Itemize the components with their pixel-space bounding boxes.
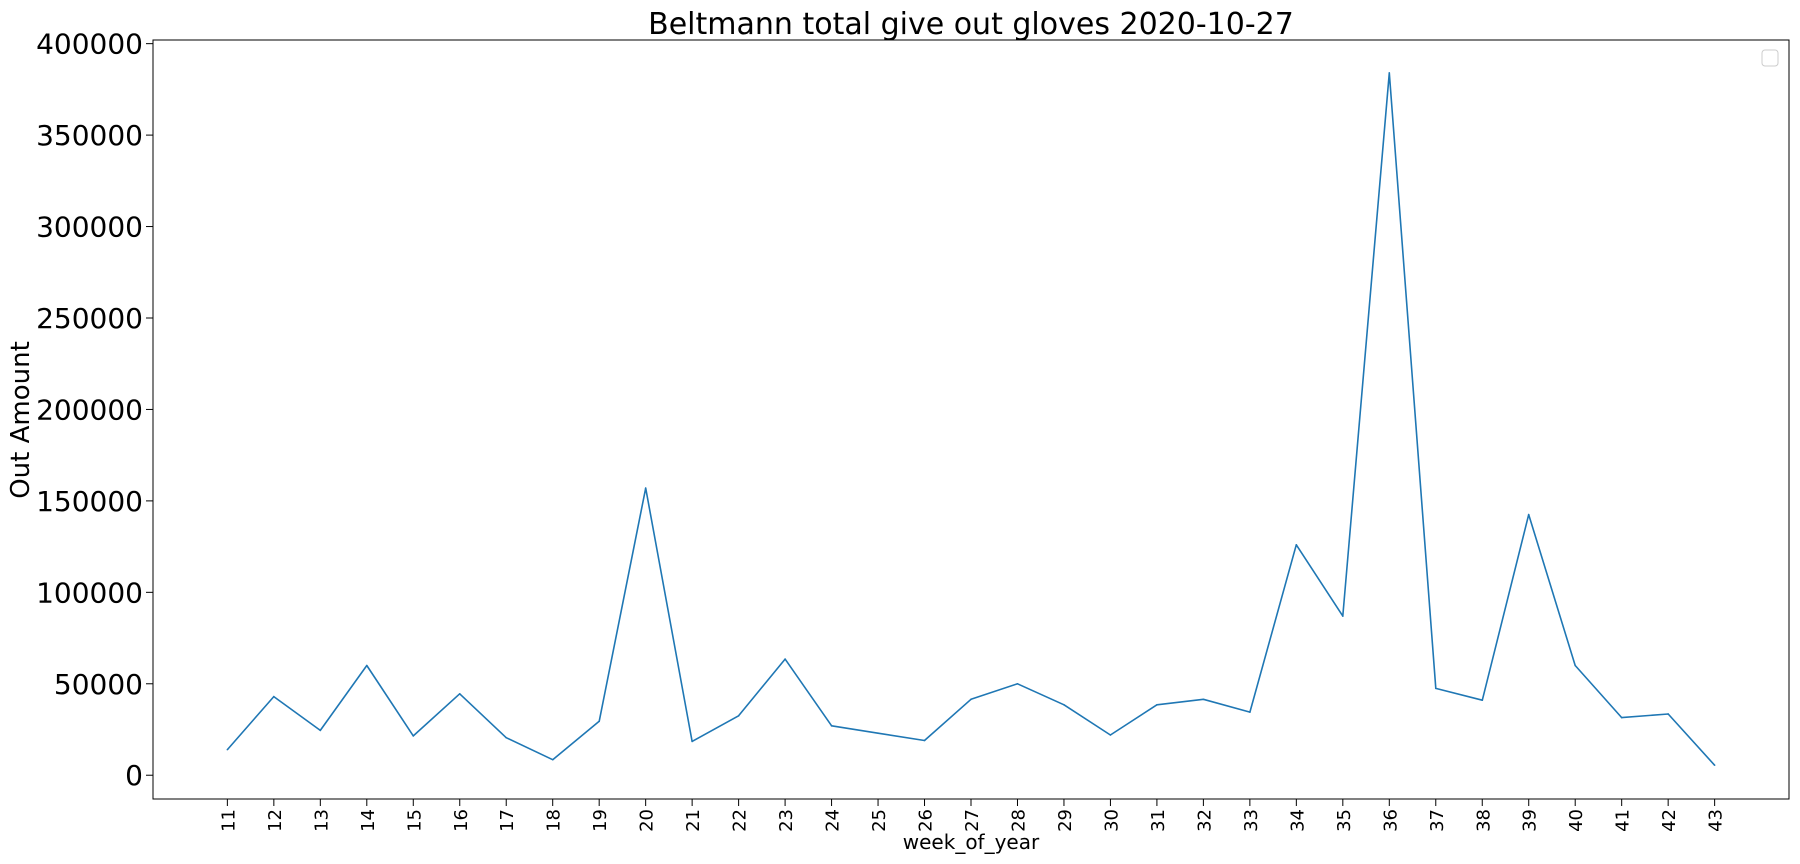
y-tick-label: 300000 <box>36 211 143 244</box>
x-tick-label: 20 <box>637 809 658 832</box>
x-tick-label: 26 <box>916 809 937 832</box>
x-tick-label: 32 <box>1194 809 1215 832</box>
data-point <box>458 693 461 695</box>
x-tick-label: 34 <box>1287 809 1308 832</box>
data-point <box>1063 704 1065 706</box>
data-point <box>784 658 786 660</box>
y-tick-label: 100000 <box>36 576 143 609</box>
x-tick-label: 30 <box>1101 809 1122 832</box>
data-point <box>1342 615 1344 617</box>
legend-box[interactable] <box>1761 49 1779 67</box>
x-tick-label: 14 <box>358 809 379 832</box>
data-point <box>1434 687 1437 690</box>
x-axis-label: week_of_year <box>903 830 1040 854</box>
data-point <box>1156 704 1158 706</box>
data-point <box>1527 513 1530 516</box>
y-tick-label: 350000 <box>36 119 143 152</box>
x-tick-label: 33 <box>1241 809 1262 832</box>
data-point <box>830 725 833 727</box>
data-point <box>737 714 740 717</box>
x-tick-label: 29 <box>1055 809 1076 832</box>
data-point <box>970 698 972 701</box>
x-tick-label: 43 <box>1706 809 1727 832</box>
data-point <box>319 729 322 732</box>
x-tick-label: 28 <box>1008 809 1029 832</box>
data-point <box>1388 72 1391 74</box>
x-tick-label: 13 <box>311 809 332 832</box>
x-tick-label: 11 <box>218 809 239 832</box>
x-tick-label: 38 <box>1473 809 1494 832</box>
data-point <box>505 736 508 739</box>
y-tick-label: 150000 <box>36 485 143 518</box>
x-axis: 11 12 13 14 15 16 17 18 19 20 21 22 23 24 25 26 27 28 29 30… <box>218 799 1727 832</box>
x-tick-label: 27 <box>962 809 983 832</box>
data-point <box>877 732 879 734</box>
x-tick-label: 42 <box>1659 809 1680 832</box>
x-tick-label: 16 <box>451 809 472 832</box>
x-tick-label: 40 <box>1566 809 1587 832</box>
data-point <box>1295 543 1298 546</box>
data-point <box>1667 713 1669 715</box>
x-tick-label: 36 <box>1380 809 1401 832</box>
chart-title: Beltmann total give out gloves 2020-10-2… <box>648 7 1294 42</box>
series-layer <box>226 72 1716 766</box>
y-axis-label: Out Amount <box>6 341 36 499</box>
data-point <box>691 740 693 743</box>
x-tick-label: 35 <box>1334 809 1355 832</box>
x-tick-label: 17 <box>497 809 518 832</box>
y-axis: 0 50000 100000 150000 200000 250000 300000 3500… <box>36 28 153 792</box>
plot-frame <box>152 39 1790 800</box>
data-point <box>644 487 647 489</box>
y-tick-label: 400000 <box>36 28 143 61</box>
data-point <box>551 758 554 761</box>
x-tick-label: 12 <box>265 809 286 832</box>
x-tick-label: 25 <box>869 809 890 832</box>
data-point <box>1249 711 1251 713</box>
data-point <box>365 664 368 667</box>
y-tick-label: 250000 <box>36 302 143 335</box>
series-line <box>226 72 1716 766</box>
x-tick-label: 24 <box>823 809 844 832</box>
data-point <box>273 695 275 698</box>
data-point <box>226 748 229 751</box>
data-point <box>1620 716 1623 719</box>
data-point <box>923 739 926 742</box>
x-tick-label: 19 <box>590 809 611 832</box>
data-point <box>1016 682 1019 685</box>
x-tick-label: 15 <box>404 809 425 832</box>
data-point <box>1481 699 1484 702</box>
x-tick-label: 41 <box>1613 809 1634 832</box>
data-point <box>1713 764 1716 766</box>
y-tick-label: 50000 <box>54 668 143 701</box>
x-tick-label: 31 <box>1148 809 1169 832</box>
x-tick-label: 21 <box>683 809 704 832</box>
x-tick-label: 18 <box>544 809 565 832</box>
data-point <box>1109 734 1112 736</box>
data-point <box>1574 664 1577 667</box>
y-tick-label: 200000 <box>36 393 143 426</box>
x-tick-label: 37 <box>1427 809 1448 832</box>
data-point <box>598 720 600 723</box>
x-tick-label: 22 <box>730 809 751 832</box>
x-tick-label: 23 <box>776 809 797 832</box>
y-tick-label: 0 <box>125 759 143 792</box>
data-point <box>412 735 415 737</box>
data-point <box>1202 698 1205 701</box>
x-tick-label: 39 <box>1520 809 1541 832</box>
